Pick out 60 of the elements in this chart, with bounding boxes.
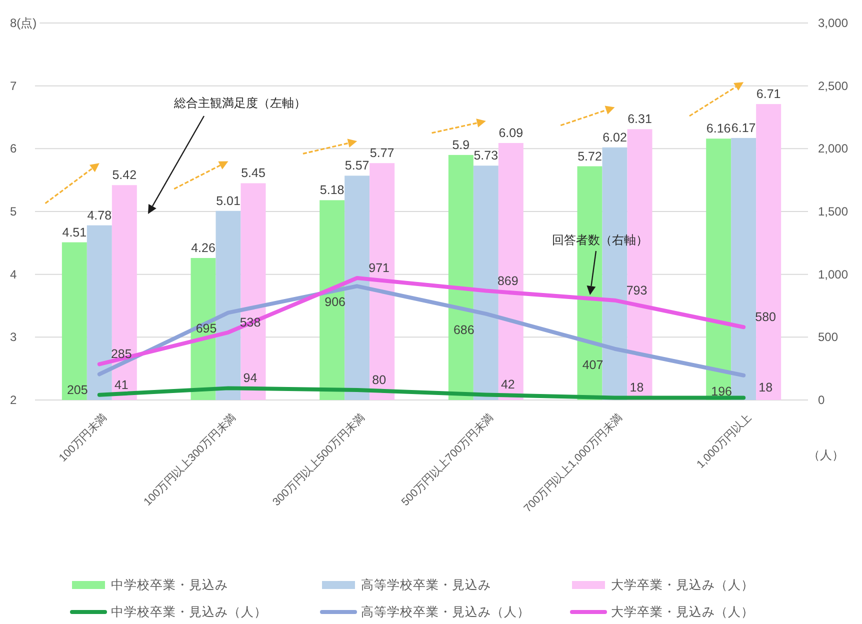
data-label: 695	[196, 322, 217, 336]
y-tick-label: 2	[10, 393, 17, 407]
data-label: 538	[240, 315, 261, 330]
data-label: 5.77	[370, 146, 394, 160]
y2-tick-label: 2,500	[818, 78, 848, 93]
legend-label: 高等学校卒業・見込み	[361, 577, 491, 592]
data-label: 869	[497, 274, 518, 288]
data-label: 5.73	[474, 148, 498, 163]
data-label: 6.17	[731, 120, 756, 135]
y2-tick-label: 1,000	[818, 267, 848, 282]
x-tick-label: 100万円未満	[56, 411, 110, 464]
y-tick-label: 4	[10, 267, 17, 282]
data-label: 580	[755, 310, 776, 324]
legend-label: 大学卒業・見込み（人）	[611, 578, 754, 592]
y2-tick-label: 1,500	[818, 204, 848, 218]
legend-label: 高等学校卒業・見込み（人）	[361, 604, 530, 619]
data-label: 196	[711, 384, 732, 398]
y2-tick-label: 2,000	[818, 142, 848, 156]
data-label: 5.57	[344, 158, 370, 173]
data-label: 94	[243, 371, 258, 386]
data-label: 4.26	[191, 240, 216, 255]
data-label: 42	[500, 378, 515, 392]
data-label: 4.51	[62, 225, 87, 240]
y-tick-label: 5	[10, 204, 17, 218]
data-label: 6.02	[602, 130, 627, 144]
data-label: 18	[630, 380, 644, 395]
y2-tick-label: 500	[818, 330, 838, 344]
data-label: 5.01	[216, 194, 240, 208]
data-label: 80	[372, 372, 386, 387]
y2-tick-label: 0	[818, 393, 825, 407]
legend-label: 大学卒業・見込み（人）	[611, 605, 754, 619]
y2-tick-label: 3,000	[818, 16, 848, 30]
data-label: 4.78	[87, 208, 112, 222]
data-label: 5.72	[578, 149, 602, 164]
y-tick-label: 3	[10, 330, 17, 344]
data-label: 407	[582, 358, 604, 372]
data-label: 793	[626, 283, 648, 298]
data-label: 41	[114, 378, 128, 392]
data-label: 6.71	[756, 87, 781, 102]
data-label: 5.45	[241, 166, 266, 180]
legend-label: 中学校卒業・見込み（人）	[111, 605, 267, 619]
y-tick-label: 6	[10, 142, 17, 156]
data-label: 6.09	[498, 126, 524, 140]
data-label: 5.18	[320, 183, 344, 198]
y2-axis-title: （人）	[808, 448, 844, 462]
y-tick-label: 8(点)	[10, 16, 37, 30]
data-label: 6.16	[706, 122, 731, 136]
y-tick-label: 7	[10, 78, 17, 93]
data-label: 205	[66, 383, 88, 398]
annotation: 総合主観満足度（左軸）	[173, 96, 306, 110]
data-label: 285	[110, 347, 132, 362]
data-label: 18	[758, 380, 773, 395]
data-label: 906	[324, 295, 346, 310]
legend-label: 中学校卒業・見込み	[111, 578, 228, 592]
data-label: 5.42	[112, 168, 137, 182]
data-label: 971	[368, 260, 390, 275]
annotation: 回答者数（右軸）	[552, 233, 648, 247]
data-label: 6.31	[628, 112, 652, 126]
data-label: 686	[453, 322, 474, 337]
data-label: 5.9	[452, 138, 470, 152]
